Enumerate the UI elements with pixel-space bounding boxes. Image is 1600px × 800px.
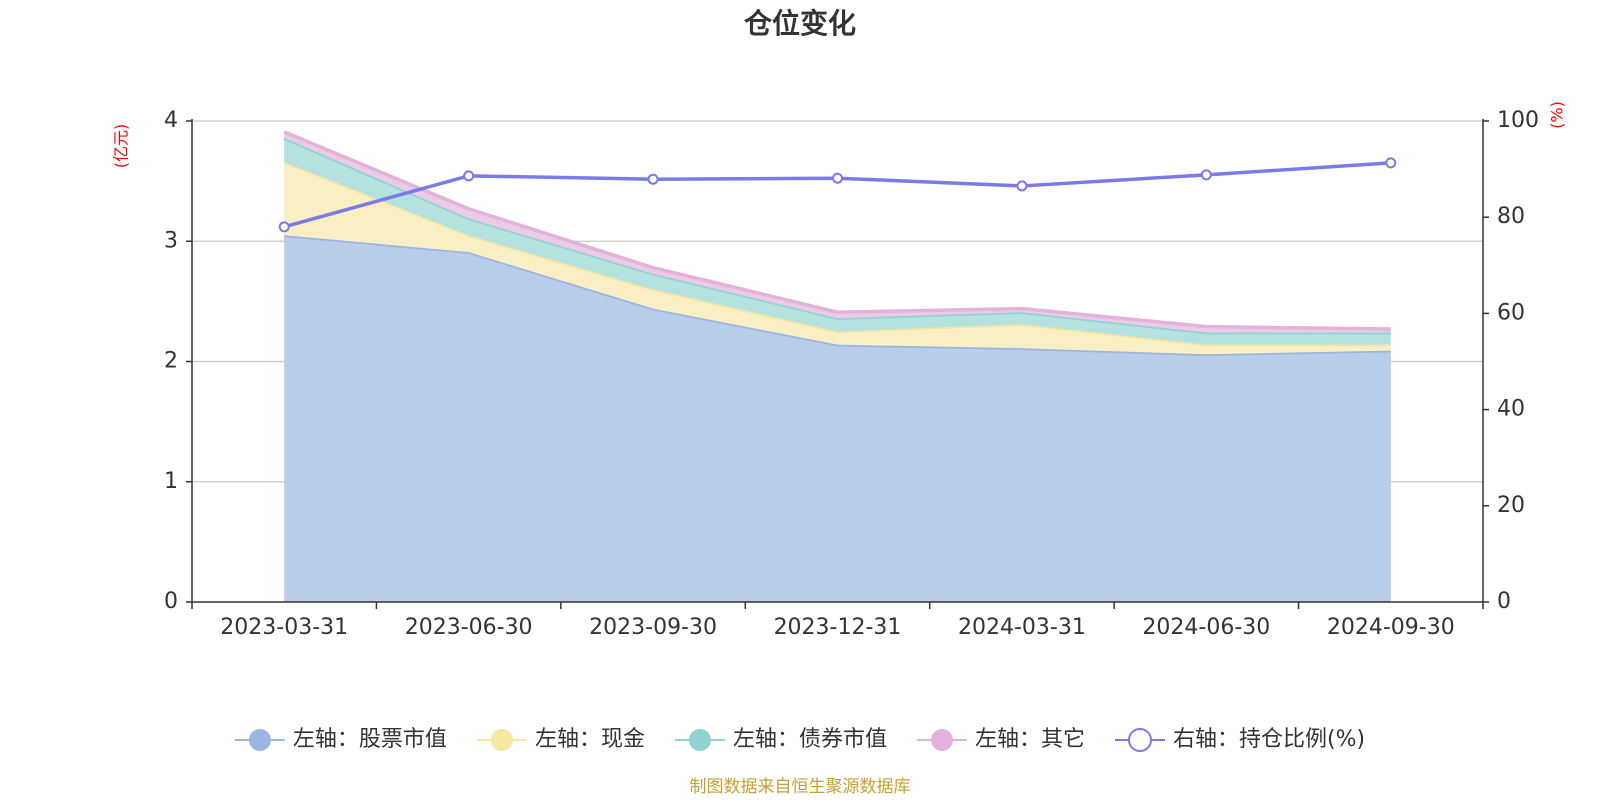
legend-label: 左轴：现金 [535,727,645,752]
right-axis-tick-label: 80 [1497,204,1525,229]
stacked-areas [283,130,1391,603]
area-9db5e2 [284,235,1391,603]
right-axis-unit: (%) [1548,101,1567,129]
ratio-line [278,157,1397,233]
right-axis-tick-label: 40 [1497,397,1525,422]
x-axis-tick-label: 2023-03-31 [220,615,348,640]
left-axis-tick-label: 0 [164,589,178,614]
right-axis-tick-label: 60 [1497,300,1525,325]
ratio-point [1385,157,1397,169]
ratio-point [1016,180,1028,192]
area-f5e6a0 [284,161,1391,355]
source-note: 制图数据来自恒生聚源数据库 [690,777,911,797]
left-axis-tick-label: 1 [164,469,178,494]
left-axis-unit: (亿元) [112,124,131,169]
legend-swatch-marker [1127,728,1152,752]
area-edge [283,130,1391,331]
right-axis-tick-label: 100 [1497,108,1539,133]
x-axis-tick-label: 2023-12-31 [774,615,902,640]
x-axis-tick-label: 2024-09-30 [1327,615,1455,640]
legend-swatch-marker [490,729,513,751]
legend: 左轴：股票市值 左轴：现金 左轴：债券市值 左轴：其它 右轴：持仓比例(%) [234,727,1365,752]
ratio-point [463,170,475,182]
legend-label: 左轴：其它 [975,727,1085,752]
legend-swatch-marker [248,729,271,751]
right-axis-tick-label: 20 [1497,493,1525,518]
chart-title: 仓位变化 [744,7,856,40]
right-axis-tick-label: 0 [1497,589,1511,614]
legend-label: 右轴：持仓比例(%) [1173,727,1365,752]
legend-label: 左轴：债券市值 [733,727,887,752]
legend-label: 左轴：股票市值 [293,727,447,752]
ratio-point [647,173,659,185]
ratio-point [1200,169,1212,181]
left-axis-tick-label: 4 [164,108,178,133]
x-axis-tick-label: 2024-03-31 [958,615,1086,640]
ratio-point [832,172,843,184]
area-8fd3d0 [284,137,1391,345]
left-axis-tick-label: 2 [164,349,178,374]
ratio-point [278,221,290,233]
legend-swatch-marker [930,729,953,751]
x-axis-tick-label: 2024-06-30 [1142,615,1270,640]
x-axis-tick-label: 2023-09-30 [589,615,717,640]
x-axis-tick-label: 2023-06-30 [405,615,533,640]
legend-swatch-marker [688,729,711,751]
left-axis-tick-label: 3 [164,228,178,253]
